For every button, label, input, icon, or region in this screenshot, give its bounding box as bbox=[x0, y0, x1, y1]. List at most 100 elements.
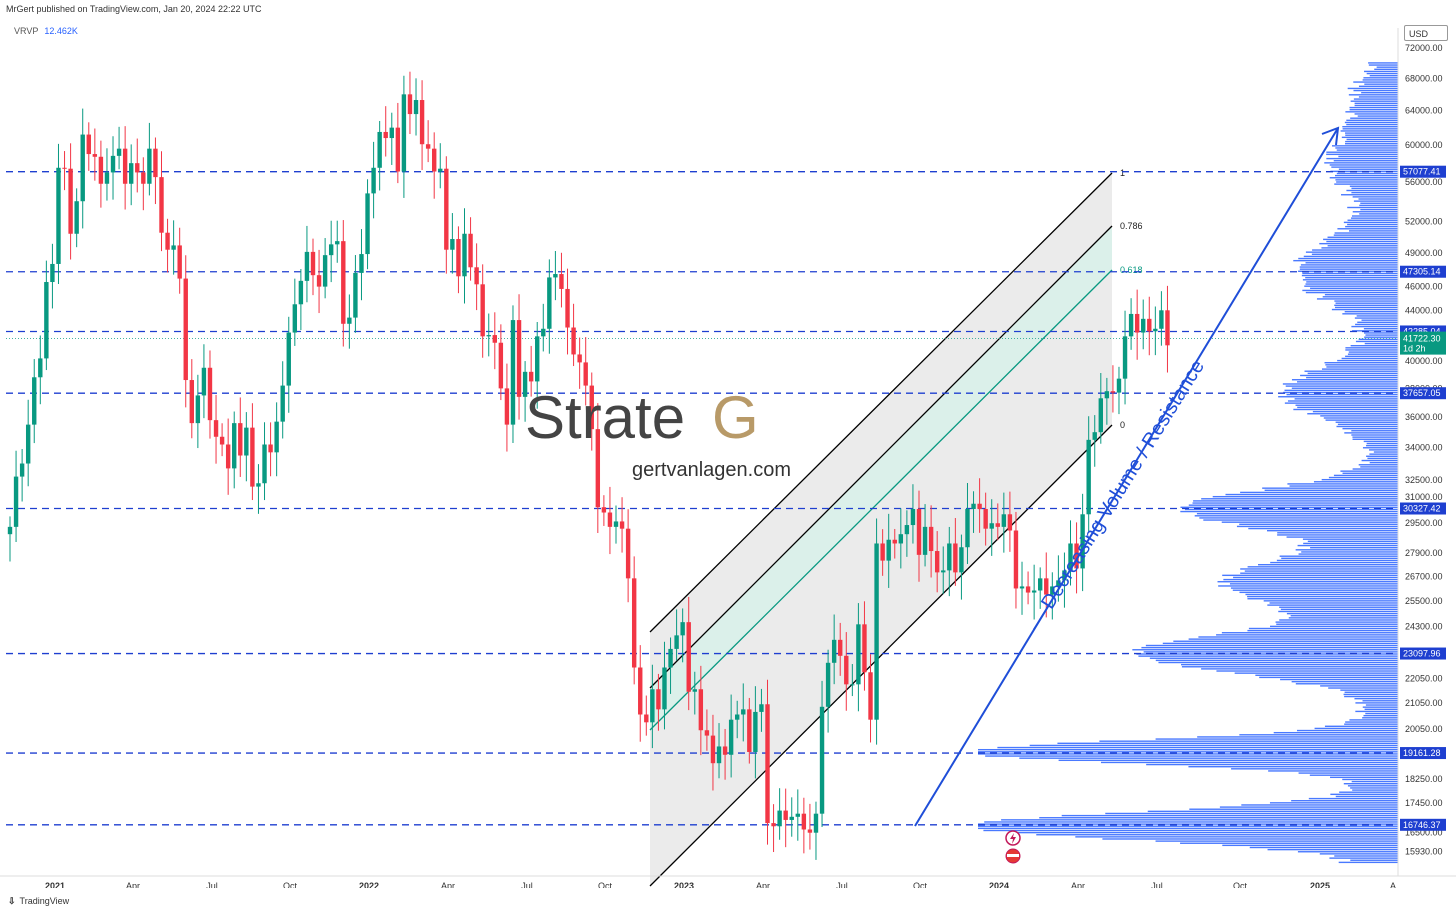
volume-profile-bar bbox=[1189, 638, 1398, 639]
volume-profile-bar bbox=[1247, 598, 1398, 599]
volume-profile-bar bbox=[1248, 566, 1398, 567]
volume-profile-bar bbox=[1277, 534, 1398, 535]
volume-profile-bar bbox=[1353, 196, 1398, 197]
volume-profile-bar bbox=[1351, 188, 1398, 189]
volume-profile-bar bbox=[1358, 115, 1398, 116]
volume-profile-bar bbox=[1305, 283, 1398, 284]
candle-body bbox=[687, 622, 691, 692]
volume-profile-bar bbox=[1249, 628, 1398, 629]
volume-profile-bar bbox=[1366, 704, 1398, 705]
level-badge-label: 16746.37 bbox=[1403, 820, 1441, 830]
candle-body bbox=[923, 527, 927, 555]
volume-profile-bar bbox=[1225, 494, 1398, 495]
volume-profile-bar bbox=[1340, 689, 1398, 690]
candle-body bbox=[650, 689, 654, 722]
volume-profile-bar bbox=[978, 826, 1398, 827]
candle-body bbox=[808, 829, 812, 832]
volume-profile-bar bbox=[1284, 390, 1398, 391]
time-tick-label: Jul bbox=[1151, 881, 1163, 888]
price-tick-label: 46000.00 bbox=[1405, 282, 1443, 292]
candle-body bbox=[347, 318, 351, 324]
volume-profile-bar bbox=[1293, 260, 1398, 261]
volume-profile-bar bbox=[1286, 385, 1398, 386]
volume-profile-bar bbox=[1223, 579, 1398, 580]
price-tick-label: 25500.00 bbox=[1405, 596, 1443, 606]
volume-profile-bar bbox=[1240, 492, 1398, 493]
us-flag-icon-stripe bbox=[1007, 854, 1019, 857]
channel-label: 0 bbox=[1120, 420, 1125, 430]
volume-profile-bar bbox=[1350, 860, 1398, 861]
candle-body bbox=[287, 333, 291, 386]
price-tick-label: 40000.00 bbox=[1405, 356, 1443, 366]
volume-profile-bar bbox=[1338, 156, 1398, 157]
candle-body bbox=[281, 386, 285, 422]
candle-body bbox=[159, 177, 163, 233]
candle-body bbox=[820, 707, 824, 814]
volume-profile-bar bbox=[1302, 290, 1398, 291]
candle-body bbox=[250, 428, 254, 487]
candle-body bbox=[668, 649, 672, 668]
candle-body bbox=[559, 274, 563, 289]
volume-profile-bar bbox=[1345, 347, 1398, 348]
volume-profile-bar bbox=[1297, 381, 1398, 382]
level-badge-label: 19161.28 bbox=[1403, 748, 1441, 758]
candle-body bbox=[850, 684, 854, 685]
candle-body bbox=[783, 811, 787, 820]
volume-profile-bar bbox=[1369, 453, 1398, 454]
volume-profile-bar bbox=[1281, 609, 1398, 610]
volume-profile-bar bbox=[1353, 468, 1398, 469]
candle-body bbox=[184, 279, 188, 380]
volume-profile-bar bbox=[1287, 483, 1398, 484]
candle-body bbox=[438, 169, 442, 172]
candle-body bbox=[1153, 329, 1157, 332]
volume-profile-bar bbox=[1329, 477, 1398, 478]
volume-profile-bar bbox=[1281, 558, 1398, 559]
volume-profile-bar bbox=[1163, 643, 1398, 644]
candle-body bbox=[759, 704, 763, 712]
candle-body bbox=[511, 320, 515, 425]
volume-profile-bar bbox=[1326, 152, 1398, 153]
volume-profile-bar bbox=[1349, 351, 1398, 352]
candle-body bbox=[414, 100, 418, 114]
price-tick-label: 56000.00 bbox=[1405, 177, 1443, 187]
volume-profile-bar bbox=[1347, 207, 1398, 208]
candle-body bbox=[141, 172, 145, 183]
candle-body bbox=[929, 527, 933, 551]
volume-profile-bar bbox=[1353, 90, 1398, 91]
volume-profile-bar bbox=[1173, 641, 1398, 642]
volume-profile-bar bbox=[1057, 743, 1398, 744]
volume-profile-bar bbox=[1355, 702, 1398, 703]
volume-profile-bar bbox=[1362, 319, 1398, 320]
candle-body bbox=[753, 712, 757, 752]
candle-body bbox=[32, 377, 36, 424]
candle-body bbox=[693, 689, 697, 691]
price-chart[interactable]: 10.7860.6180 Strate G gertvanlagen.com —… bbox=[0, 18, 1456, 888]
volume-profile-bar bbox=[1309, 798, 1398, 799]
candle-body bbox=[777, 811, 781, 827]
volume-profile-bar bbox=[1289, 617, 1398, 618]
candle-body bbox=[729, 720, 733, 755]
volume-profile-bar bbox=[1299, 553, 1398, 554]
candle-body bbox=[711, 736, 715, 764]
candle-body bbox=[432, 149, 436, 172]
volume-profile-bar bbox=[1296, 549, 1398, 550]
volume-profile-bar bbox=[1336, 302, 1398, 303]
volume-profile-bar bbox=[1339, 792, 1398, 793]
volume-profile-bar bbox=[1277, 560, 1398, 561]
time-tick-label: Apr bbox=[1071, 881, 1085, 888]
price-tick-label: 36000.00 bbox=[1405, 412, 1443, 422]
volume-profile-bar bbox=[1182, 666, 1398, 667]
volume-profile-bar bbox=[1268, 849, 1398, 850]
volume-profile-bar bbox=[1297, 730, 1398, 731]
volume-profile-bar bbox=[1279, 607, 1398, 608]
candle-body bbox=[977, 504, 981, 509]
volume-profile-bar bbox=[1193, 502, 1398, 503]
candle-body bbox=[553, 274, 557, 277]
volume-profile-bar bbox=[1146, 764, 1398, 765]
volume-profile-bar bbox=[1283, 383, 1398, 384]
volume-profile-bar bbox=[1337, 228, 1398, 229]
volume-profile-bar bbox=[1310, 775, 1398, 776]
volume-profile-bar bbox=[1325, 364, 1398, 365]
volume-profile-bar bbox=[1336, 181, 1398, 182]
currency-button[interactable]: USD bbox=[1404, 25, 1448, 41]
